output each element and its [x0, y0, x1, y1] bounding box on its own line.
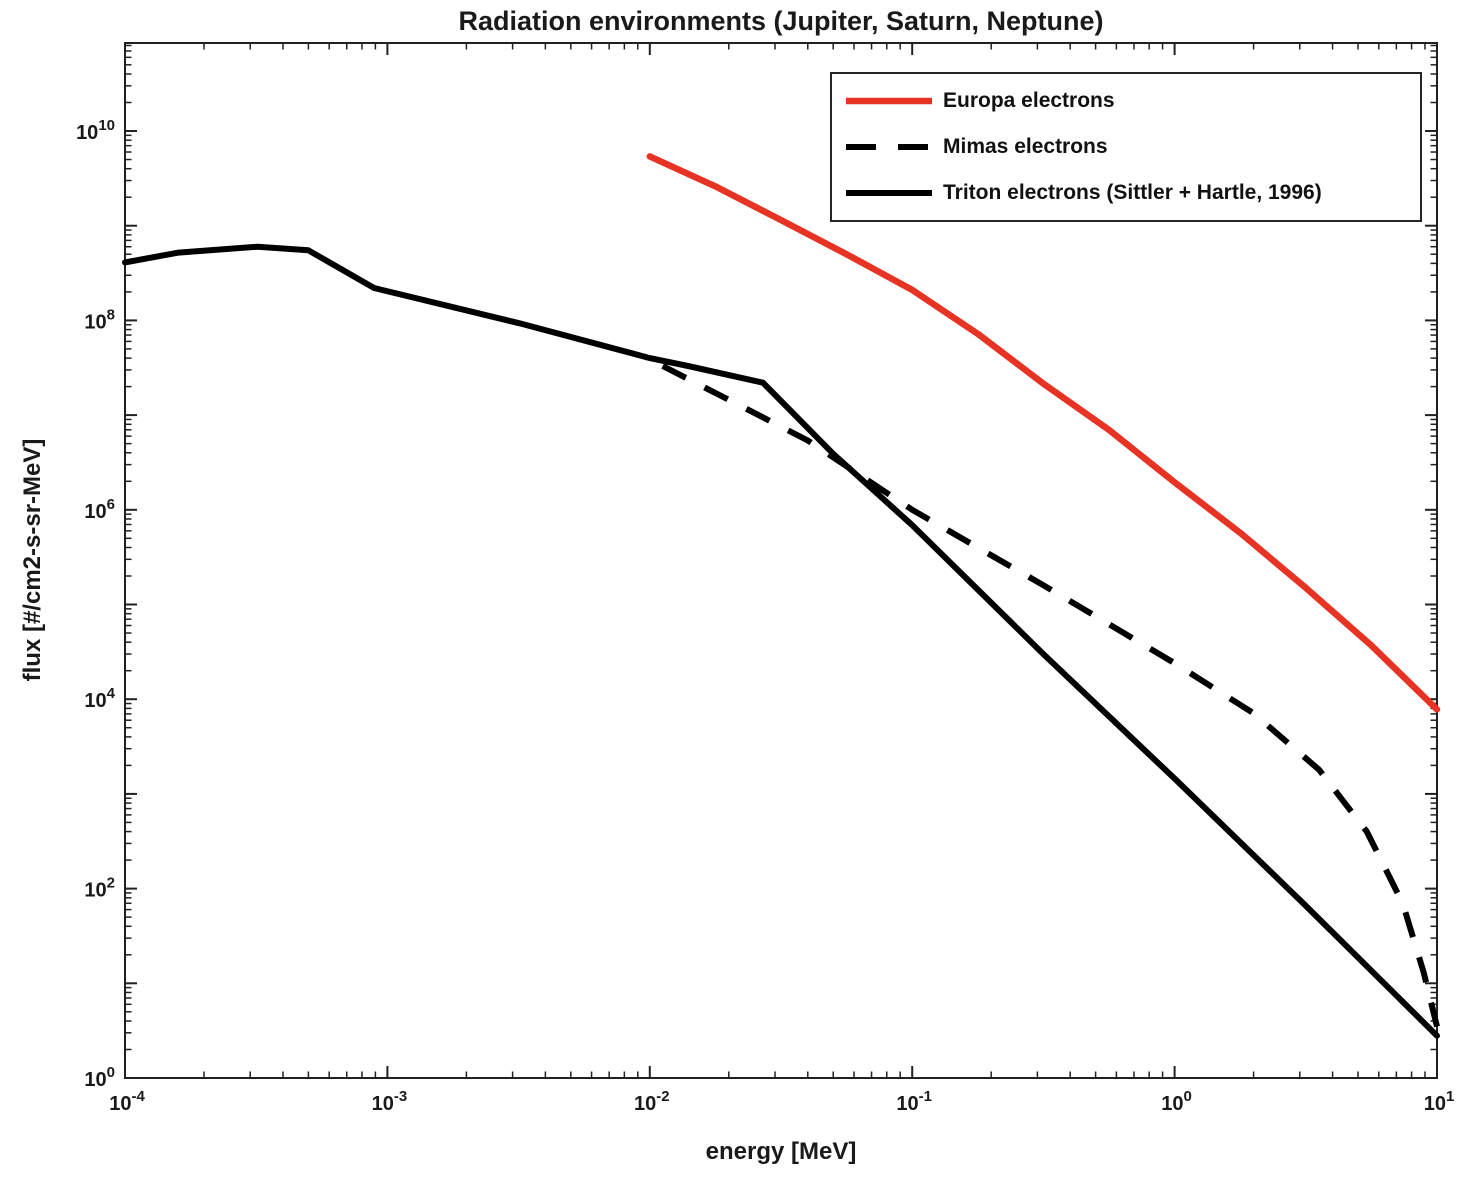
legend-entry-europa: Europa electrons — [846, 78, 1420, 124]
legend-line-sample-triton — [846, 190, 932, 196]
plot-title: Radiation environments (Jupiter, Saturn,… — [458, 6, 1104, 36]
y-tick-label: 106 — [84, 496, 115, 523]
x-tick-label: 10-4 — [109, 1088, 145, 1115]
y-tick-label: 102 — [84, 875, 115, 902]
legend-label-mimas: Mimas electrons — [943, 135, 1108, 158]
legend: Europa electrons Mimas electrons Triton el… — [830, 72, 1422, 222]
y-tick-label: 100 — [84, 1064, 115, 1091]
y-tick-label: 1010 — [76, 117, 115, 144]
axes-box — [124, 42, 1438, 1079]
x-tick-label: 10-2 — [634, 1088, 670, 1115]
legend-line-sample-europa — [846, 97, 932, 105]
y-axis-label: flux [#/cm2-s-sr-MeV] — [19, 438, 46, 682]
x-tick-label: 10-1 — [896, 1088, 932, 1115]
x-axis-label: energy [MeV] — [705, 1138, 857, 1165]
y-tick-label: 108 — [84, 306, 115, 333]
x-tick-label: 10-3 — [372, 1088, 408, 1115]
legend-label-europa: Europa electrons — [943, 89, 1115, 112]
legend-entry-triton: Triton electrons (Sittler + Hartle, 1996… — [846, 170, 1420, 216]
y-tick-label: 104 — [84, 685, 115, 712]
mimas-line — [661, 363, 1440, 1028]
x-tick-label: 101 — [1424, 1088, 1455, 1115]
legend-line-sample-mimas — [846, 144, 932, 150]
legend-label-triton: Triton electrons (Sittler + Hartle, 1996… — [943, 181, 1322, 204]
europa-line — [646, 153, 1441, 713]
legend-entry-mimas: Mimas electrons — [846, 124, 1420, 170]
x-tick-label: 100 — [1161, 1088, 1192, 1115]
triton-line — [122, 243, 1440, 1039]
